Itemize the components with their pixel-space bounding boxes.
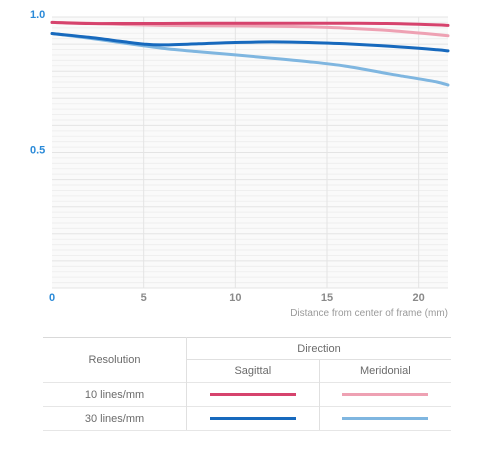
legend-resolution-header: Resolution	[43, 337, 187, 383]
legend-meridonial-header: Meridonial	[359, 365, 411, 377]
legend-swatch-10-meridonial	[342, 393, 429, 397]
x-tick-label: 10	[229, 292, 241, 304]
y-tick-label: 0.5	[30, 145, 45, 157]
series-line	[50, 20, 450, 27]
legend-row-label: 10 lines/mm	[43, 382, 187, 407]
x-tick-label: 20	[413, 292, 425, 304]
legend-sagittal-header: Sagittal	[186, 359, 320, 383]
x-axis-tick-labels: 0 5 10 15 20	[49, 292, 425, 304]
legend-row-label: 30 lines/mm	[43, 406, 187, 431]
x-tick-label: 5	[141, 292, 147, 304]
x-axis-label: Distance from center of frame (mm)	[290, 308, 448, 319]
mtf-chart: 0 5 10 15 20 0.5 1.0 Distance from center of …	[30, 9, 450, 319]
legend-swatch-10-sagittal	[209, 393, 296, 397]
series-lines	[50, 20, 450, 87]
x-tick-label: 15	[321, 292, 333, 304]
x-tick-label: 0	[49, 292, 55, 304]
legend-direction-header: Direction	[186, 337, 451, 360]
grid-lines	[52, 16, 448, 289]
y-axis-tick-labels: 0.5 1.0	[30, 9, 45, 157]
y-tick-label: 1.0	[30, 9, 45, 21]
legend-table: Resolution Direction Sagittal Meridonial…	[43, 337, 451, 431]
series-line	[50, 32, 450, 53]
legend-swatch-30-sagittal	[209, 417, 296, 421]
legend-swatch-30-meridonial	[342, 417, 429, 421]
